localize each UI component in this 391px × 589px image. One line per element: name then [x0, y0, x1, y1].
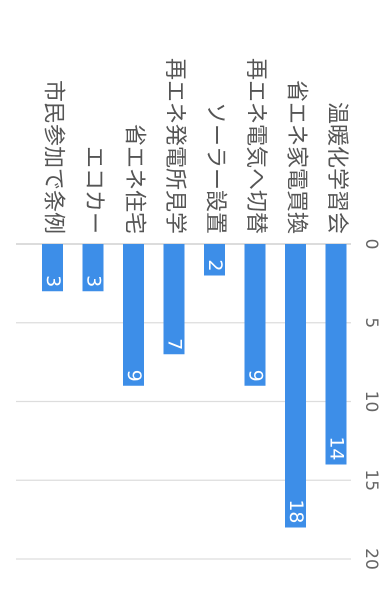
data-label: 9	[245, 370, 267, 382]
tick-label: 10	[361, 391, 381, 413]
tick-label: 20	[361, 548, 381, 570]
labels: 0 5 10 15 20 温暖化学習会 14 省エネ家電買換 18 再エネ電気へ切替 9 ソーラー設置…	[41, 58, 382, 570]
bars	[42, 244, 347, 528]
data-label: 7	[164, 338, 186, 350]
category-label: ソーラー設置	[203, 102, 228, 234]
bar	[204, 244, 225, 276]
data-label: 14	[326, 436, 348, 460]
tick-label: 5	[361, 317, 381, 328]
category-label: 省エネ住宅	[122, 124, 147, 234]
data-label: 3	[42, 275, 64, 287]
data-label: 9	[123, 370, 145, 382]
data-label: 18	[285, 499, 307, 523]
category-label: 省エネ家電買換	[284, 80, 309, 234]
bar	[42, 244, 63, 292]
category-label: 再エネ電気へ切替	[243, 58, 268, 234]
data-label: 3	[83, 275, 105, 287]
category-label: 再エネ発電所見学	[162, 58, 187, 234]
category-label: 温暖化学習会	[324, 102, 349, 234]
category-label: 市民参加で条例	[41, 80, 66, 234]
bar	[82, 244, 104, 292]
data-label: 2	[204, 259, 226, 271]
bar	[123, 244, 144, 386]
bar	[285, 244, 306, 528]
category-label: エコカー	[81, 146, 106, 234]
bar	[244, 244, 266, 386]
bar	[163, 244, 185, 355]
bar	[325, 244, 347, 465]
tick-label: 0	[361, 239, 381, 250]
tick-label: 15	[361, 469, 381, 491]
